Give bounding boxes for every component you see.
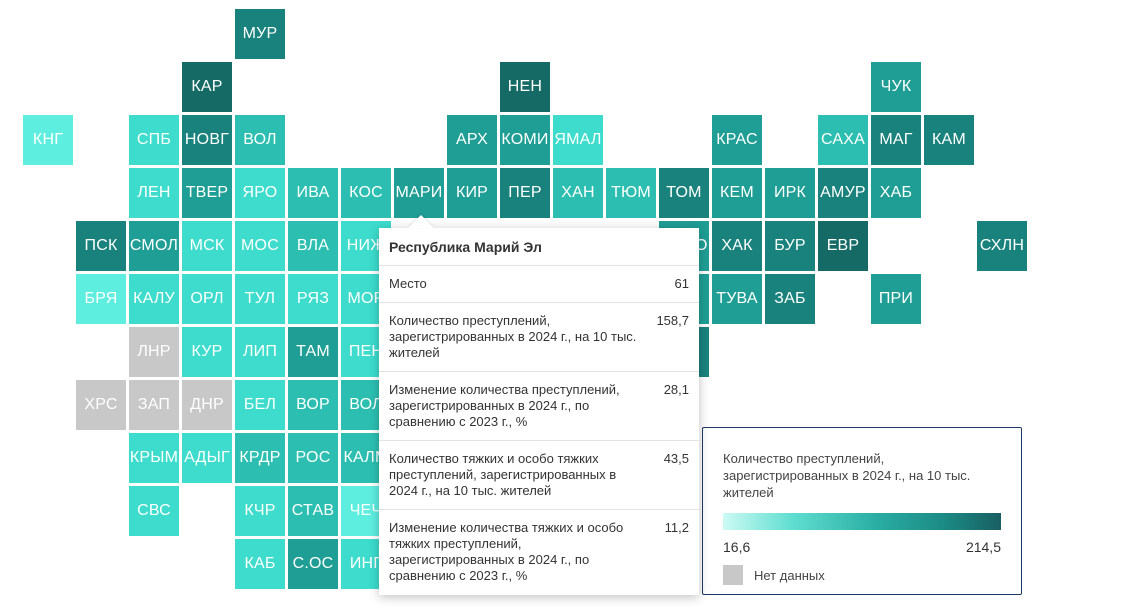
region-tile[interactable]: НОВГ [182,115,232,165]
region-tile[interactable]: ЗАБ [765,274,815,324]
region-tile[interactable]: КРЫМ [129,433,179,483]
region-tile[interactable]: РОС [288,433,338,483]
tooltip-row-value: 43,5 [663,451,689,466]
region-tile[interactable]: ЛНР [129,327,179,377]
region-tile[interactable]: КРДР [235,433,285,483]
region-tile[interactable]: АДЫГ [182,433,232,483]
tooltip-row-value: 158,7 [656,313,689,328]
region-tile[interactable]: ЗАП [129,380,179,430]
tooltip-row-grave-crimes: Количество тяжких и особо тяжких преступ… [379,441,699,510]
tooltip-title: Республика Марий Эл [379,228,699,266]
region-tile[interactable]: КАЛУ [129,274,179,324]
legend-title: Количество преступлений, зарегистрирован… [723,451,971,500]
map-legend: Количество преступлений, зарегистрирован… [702,427,1022,595]
tooltip-row-crimes-change: Изменение количества преступлений, зарег… [379,372,699,441]
region-tile[interactable]: ИВА [288,168,338,218]
region-tile[interactable]: ЧУК [871,62,921,112]
region-tile[interactable]: ХАН [553,168,603,218]
tooltip-row-value: 28,1 [663,382,689,397]
tooltip-row-label: Количество тяжких и особо тяжких преступ… [389,451,617,498]
region-tile[interactable]: ХАБ [871,168,921,218]
tooltip-arrow [408,215,434,228]
region-tile[interactable]: БЕЛ [235,380,285,430]
region-tile[interactable]: САХА [818,115,868,165]
region-tile[interactable]: КАБ [235,539,285,589]
region-tile[interactable]: ТУВА [712,274,762,324]
region-tile[interactable]: БРЯ [76,274,126,324]
legend-ticks: 16,6 214,5 [723,539,1001,555]
region-tile[interactable]: ЯМАЛ [553,115,603,165]
region-tile[interactable]: КИР [447,168,497,218]
nodata-swatch [723,565,743,585]
legend-nodata: Нет данных [723,565,1001,585]
region-tile[interactable]: СХЛН [977,221,1027,271]
tooltip-row-grave-crimes-change: Изменение количества тяжких и особо тяжк… [379,510,699,595]
region-tile[interactable]: ЕВР [818,221,868,271]
region-tile[interactable]: МАРИ [394,168,444,218]
tooltip-row-label: Место [389,276,427,291]
tooltip-row-label: Изменение количества тяжких и особо тяжк… [389,520,624,583]
region-tile[interactable]: С.ОС [288,539,338,589]
region-tile[interactable]: СТАВ [288,486,338,536]
region-tile[interactable]: РЯЗ [288,274,338,324]
region-tile[interactable]: ДНР [182,380,232,430]
region-tile[interactable]: КУР [182,327,232,377]
nodata-label: Нет данных [754,567,825,583]
region-tile[interactable]: ВЛА [288,221,338,271]
region-tile[interactable]: ТВЕР [182,168,232,218]
tooltip-row-label: Количество преступлений, зарегистрирован… [389,313,637,360]
region-tile[interactable]: КАМ [924,115,974,165]
tooltip-row-crimes: Количество преступлений, зарегистрирован… [379,303,699,372]
region-tile[interactable]: ТАМ [288,327,338,377]
region-tile[interactable]: СПБ [129,115,179,165]
region-tile[interactable]: КРАС [712,115,762,165]
region-tile[interactable]: ПСК [76,221,126,271]
region-tile[interactable]: СМОЛ [129,221,179,271]
region-tile[interactable]: АМУР [818,168,868,218]
legend-color-scale [723,513,1001,530]
region-tile[interactable]: ИРК [765,168,815,218]
region-tile[interactable]: КЧР [235,486,285,536]
region-tile[interactable]: МУР [235,9,285,59]
region-tile[interactable]: БУР [765,221,815,271]
region-tile[interactable]: КЕМ [712,168,762,218]
tooltip-row-rank: Место 61 [379,266,699,303]
region-tile[interactable]: МОС [235,221,285,271]
region-tile[interactable]: ТЮМ [606,168,656,218]
region-tile[interactable]: КОМИ [500,115,550,165]
region-tile[interactable]: ТОМ [659,168,709,218]
legend-min: 16,6 [723,539,751,555]
region-tile[interactable]: ОРЛ [182,274,232,324]
region-tile[interactable]: ВОЛ [235,115,285,165]
region-tile[interactable]: ТУЛ [235,274,285,324]
region-tile[interactable]: ПРИ [871,274,921,324]
legend-max: 214,5 [965,539,1001,555]
region-tile[interactable]: ЛЕН [129,168,179,218]
region-tile[interactable]: МАГ [871,115,921,165]
region-tooltip: Республика Марий Эл Место 61 Количество … [379,228,699,595]
region-tile[interactable]: ХАК [712,221,762,271]
region-tile[interactable]: НЕН [500,62,550,112]
region-tile[interactable]: КОС [341,168,391,218]
tooltip-row-value: 11,2 [664,520,689,535]
region-tile[interactable]: АРХ [447,115,497,165]
tooltip-row-value: 61 [674,276,689,291]
region-tile[interactable]: КАР [182,62,232,112]
region-tile[interactable]: ЛИП [235,327,285,377]
region-tile[interactable]: ВОР [288,380,338,430]
region-tile[interactable]: СВС [129,486,179,536]
region-tile[interactable]: ПЕР [500,168,550,218]
region-tile[interactable]: ХРС [76,380,126,430]
region-tile[interactable]: ЯРО [235,168,285,218]
region-tile[interactable]: МСК [182,221,232,271]
region-tile[interactable]: КНГ [23,115,73,165]
tooltip-row-label: Изменение количества преступлений, зарег… [389,382,620,429]
